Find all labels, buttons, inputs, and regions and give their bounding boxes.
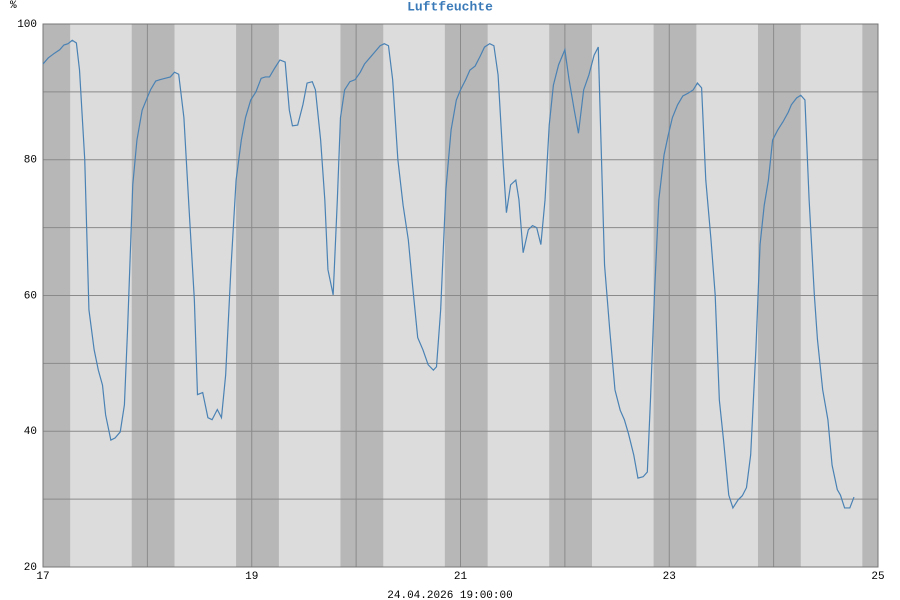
y-unit: % bbox=[10, 0, 17, 12]
x-tick-label: 25 bbox=[871, 571, 884, 583]
y-tick-label: 40 bbox=[24, 426, 37, 438]
y-tick-label: 80 bbox=[24, 155, 37, 167]
plot-frame bbox=[42, 23, 879, 568]
x-tick-label: 23 bbox=[663, 571, 676, 583]
y-tick-label: 100 bbox=[17, 19, 37, 31]
data-line bbox=[42, 39, 855, 510]
chart-title: Luftfeuchte bbox=[407, 0, 493, 14]
y-tick-label: 60 bbox=[24, 290, 37, 302]
x-tick-label: 17 bbox=[36, 571, 49, 583]
y-tick-label: 20 bbox=[24, 562, 37, 574]
x-tick-label: 21 bbox=[454, 571, 468, 583]
x-axis-label: 24.04.2026 19:00:00 bbox=[387, 590, 512, 600]
x-tick-label: 19 bbox=[245, 571, 258, 583]
